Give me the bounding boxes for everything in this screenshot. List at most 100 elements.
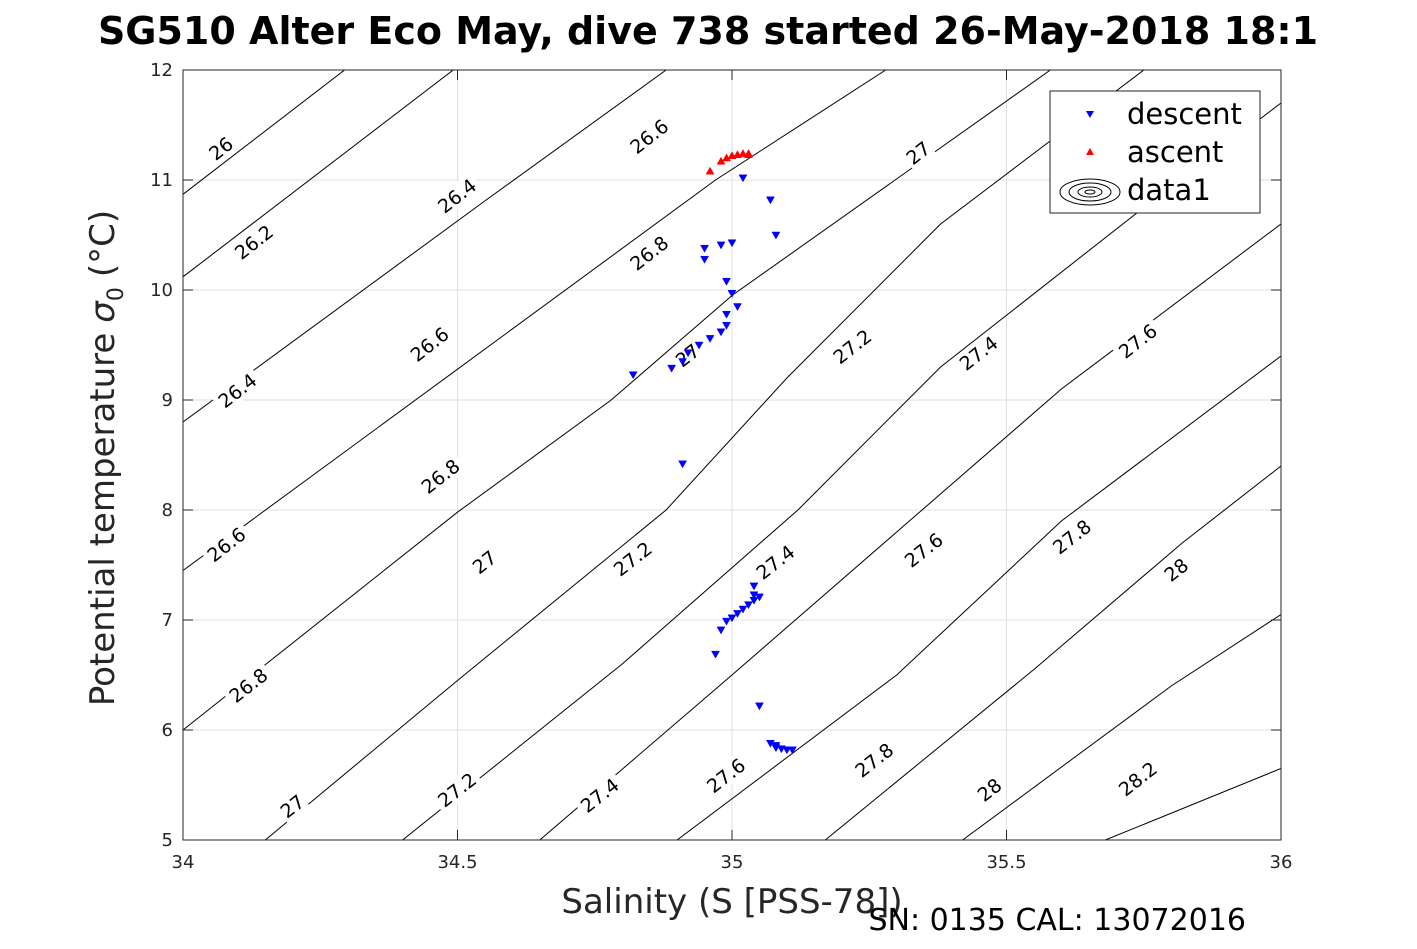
descent-point — [683, 349, 693, 358]
contour-label-bg — [573, 771, 627, 820]
x-axis-label: Salinity (S [PSS-78]) — [561, 882, 902, 922]
y-tick-label: 11 — [150, 170, 173, 191]
legend-contour-marker — [1068, 182, 1112, 202]
legend-contour-marker — [1059, 178, 1121, 206]
y-axis-label: Potential temperature σ0 (°C) — [83, 210, 129, 706]
contour-label-bg — [1158, 552, 1194, 587]
chart-title: SG510 Alter Eco May, dive 738 started 26… — [98, 9, 1318, 53]
contour-line-27 — [264, 70, 1145, 840]
descent-point — [749, 582, 759, 591]
descent-point — [716, 328, 726, 337]
contour-label-bg — [221, 661, 275, 710]
contour-label-bg — [622, 112, 676, 161]
legend-contour-marker — [1077, 186, 1103, 198]
descent-point — [628, 371, 638, 380]
contour-line-26-6 — [183, 70, 886, 571]
legend-label-descent: descent — [1127, 97, 1242, 131]
contour-label-bg — [430, 765, 484, 814]
y-axis-label-sigma: σ — [83, 300, 123, 323]
descent-point — [722, 310, 731, 319]
contour-label-bg — [1111, 754, 1165, 803]
contour-label-bg — [900, 135, 936, 171]
descent-point — [711, 650, 720, 659]
x-tick-label: 34 — [172, 852, 195, 873]
ascent-point — [744, 150, 753, 158]
contour-line-26-8 — [183, 70, 1051, 731]
y-axis-label-unit: (°C) — [83, 210, 123, 277]
contour-line-28-2 — [1105, 768, 1281, 840]
x-tick-label: 35.5 — [986, 852, 1026, 873]
legend-ascent-marker — [1086, 148, 1094, 155]
contour-label-bg — [403, 320, 456, 369]
x-tick-label: 35 — [721, 852, 744, 873]
contour-label-bg — [199, 520, 253, 569]
y-axis-label-subscript: 0 — [104, 287, 129, 301]
axis-ticks: 34 34.5 35 35.5 36 5 6 7 8 9 10 11 12 — [150, 60, 1292, 873]
contour-line-27-6 — [676, 355, 1281, 840]
ascent-point — [705, 166, 715, 175]
contour-line-28 — [962, 614, 1281, 840]
ascent-point — [738, 149, 748, 157]
descent-point — [700, 255, 709, 264]
contour-label-bg — [825, 322, 879, 371]
y-axis-label-main: Potential temperature — [83, 333, 123, 706]
legend-contour-marker — [1084, 189, 1096, 195]
y-tick-label: 7 — [162, 610, 173, 631]
contour-label-bg — [952, 328, 1005, 378]
contour-label-bg — [1045, 512, 1099, 561]
contour-label-bg — [748, 537, 802, 587]
contour-label-bg — [227, 217, 281, 266]
legend: descent ascent data1 — [1049, 90, 1261, 214]
descent-point — [755, 702, 764, 711]
y-tick-label: 10 — [150, 280, 173, 301]
descent-point — [727, 239, 737, 248]
contour-label-bg — [274, 788, 310, 824]
descent-point — [782, 746, 792, 755]
descent-point — [733, 303, 742, 312]
contour-label-bg — [202, 131, 239, 166]
contour-label-bg — [606, 534, 660, 583]
contour-line-26 — [183, 70, 346, 195]
contour-line-26-2 — [183, 70, 455, 278]
contour-label-bg — [699, 751, 753, 800]
descent-point — [738, 174, 748, 183]
y-tick-label: 9 — [162, 390, 173, 411]
descent-point — [722, 617, 731, 626]
y-tick-label: 8 — [162, 500, 173, 521]
x-tick-label: 36 — [1270, 852, 1293, 873]
descent-point — [727, 290, 737, 298]
serial-calibration-note: SN: 0135 CAL: 13072016 — [868, 903, 1246, 938]
data-points — [628, 149, 797, 755]
contour-label-bg — [1111, 316, 1165, 365]
descent-point — [700, 244, 709, 253]
descent-point — [744, 601, 753, 610]
descent-point — [716, 626, 726, 635]
descent-point — [738, 605, 748, 614]
descent-point — [733, 610, 742, 618]
y-tick-label: 5 — [162, 830, 173, 851]
x-tick-label: 34.5 — [437, 852, 477, 873]
descent-point — [678, 460, 688, 469]
descent-point — [765, 196, 775, 205]
legend-descent-marker — [1086, 111, 1094, 118]
contour-line-27-8 — [824, 465, 1281, 840]
descent-point — [667, 364, 677, 373]
contour-label-bg — [430, 171, 484, 220]
contour-label-bg — [847, 735, 901, 785]
descent-point — [678, 358, 688, 367]
descent-point — [749, 596, 759, 605]
y-tick-label: 6 — [162, 720, 173, 741]
descent-point — [694, 341, 704, 350]
descent-point — [716, 241, 726, 250]
legend-label-data1: data1 — [1127, 173, 1211, 207]
descent-point — [771, 231, 781, 240]
contour-label-bg — [971, 772, 1008, 807]
descent-point — [722, 277, 731, 286]
contour-label-bg — [622, 228, 676, 277]
legend-label-ascent: ascent — [1127, 135, 1223, 169]
contour-label-bg — [897, 525, 951, 574]
descent-point — [705, 335, 715, 343]
contour-line-26-4 — [183, 70, 667, 423]
